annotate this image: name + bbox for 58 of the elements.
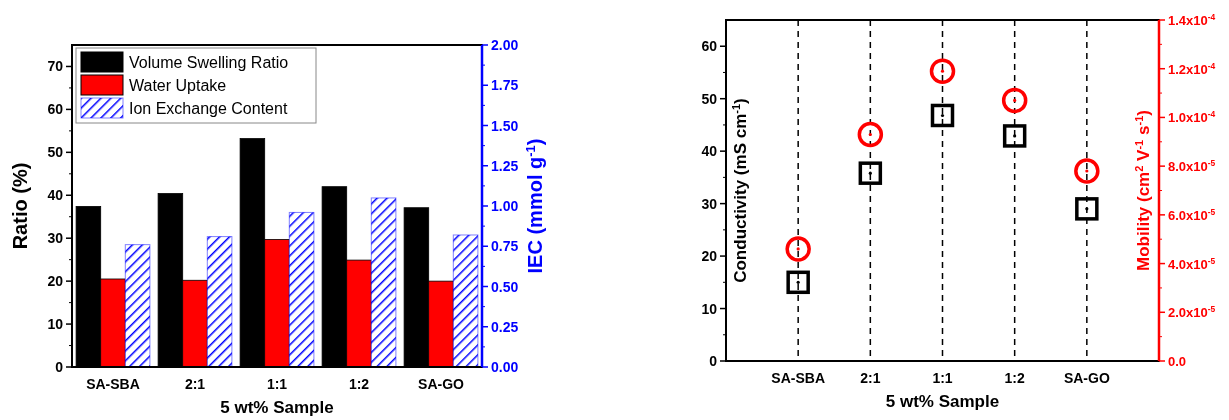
point	[1002, 124, 1027, 148]
y2-tick-label: 6.0x10$^{-5}$	[1168, 206, 1216, 223]
y2-tick-label: 0.0	[1168, 354, 1187, 369]
y-tick-label: 30	[47, 230, 64, 247]
y-tick-label: 0	[709, 353, 718, 369]
y-axis-title: Ratio (%)	[9, 162, 31, 250]
x-tick-label: 1:1	[266, 376, 288, 392]
y-tick-label: 40	[701, 143, 718, 160]
y-tick-label: 60	[47, 101, 64, 118]
y-tick-label: 70	[47, 58, 64, 75]
x-tick-label: 1:1	[932, 370, 953, 386]
y-tick-label: 10	[701, 300, 718, 317]
x-tick-label: 2:1	[184, 376, 206, 392]
y-tick-label: 50	[47, 144, 64, 161]
y-tick-label: 20	[701, 248, 718, 265]
x-tick-label: SA-SBA	[86, 376, 140, 392]
y2-tick-label: 0.50	[491, 278, 519, 295]
point	[786, 270, 810, 295]
x-axis-title: 5 wt% Sample	[220, 398, 334, 417]
point	[857, 121, 884, 148]
y-tick-label: 50	[701, 90, 718, 107]
point	[1074, 158, 1100, 184]
y2-tick-label: 1.25	[491, 157, 519, 174]
x-tick-label: SA-GO	[1063, 370, 1110, 386]
y-tick-label: 0	[55, 359, 64, 375]
x-tick-label: SA-SBA	[771, 370, 825, 386]
y2-tick-label: 1.75	[491, 77, 519, 94]
point	[929, 58, 956, 84]
y-tick-label: 30	[701, 195, 718, 212]
y2-tick-label: 1.50	[491, 117, 519, 134]
x-tick-label: 1:2	[348, 376, 370, 392]
x-tick-label: 2:1	[860, 370, 881, 386]
y2-tick-label: 1.00	[491, 198, 519, 214]
x-tick-label: 1:2	[1004, 370, 1025, 386]
y-tick-label: 40	[47, 187, 64, 204]
y2-tick-label: 1.2x10$^{-4}$	[1168, 60, 1216, 77]
point	[1075, 197, 1099, 221]
x-tick-label: SA-GO	[418, 376, 465, 392]
y-tick-label: 60	[701, 38, 718, 55]
y2-tick-label: 2.00	[491, 37, 519, 53]
point	[785, 236, 811, 262]
y2-tick-label: 4.0x10$^{-5}$	[1168, 255, 1216, 272]
x-axis-title: 5 wt% Sample	[885, 392, 1000, 411]
y-tick-label: 10	[47, 316, 64, 333]
y2-tick-label: 2.0x10$^{-5}$	[1168, 304, 1216, 321]
y2-tick-label: 1.4x10$^{-4}$	[1168, 12, 1216, 28]
y2-tick-label: 1.0x10$^{-4}$	[1168, 109, 1216, 126]
point	[858, 161, 883, 185]
point	[1001, 87, 1028, 114]
y2-tick-label: 0.00	[491, 359, 519, 375]
y2-tick-label: 0.75	[491, 238, 519, 255]
legend-label: Volume Swelling Ratio	[129, 54, 289, 71]
y-tick-label: 20	[47, 273, 64, 290]
y2-tick-label: 0.25	[491, 318, 519, 335]
y2-tick-label: 8.0x10$^{-5}$	[1168, 158, 1216, 175]
legend-label: Water Uptake	[129, 77, 227, 94]
point	[930, 103, 955, 128]
legend-label: Ion Exchange Content	[129, 100, 288, 117]
